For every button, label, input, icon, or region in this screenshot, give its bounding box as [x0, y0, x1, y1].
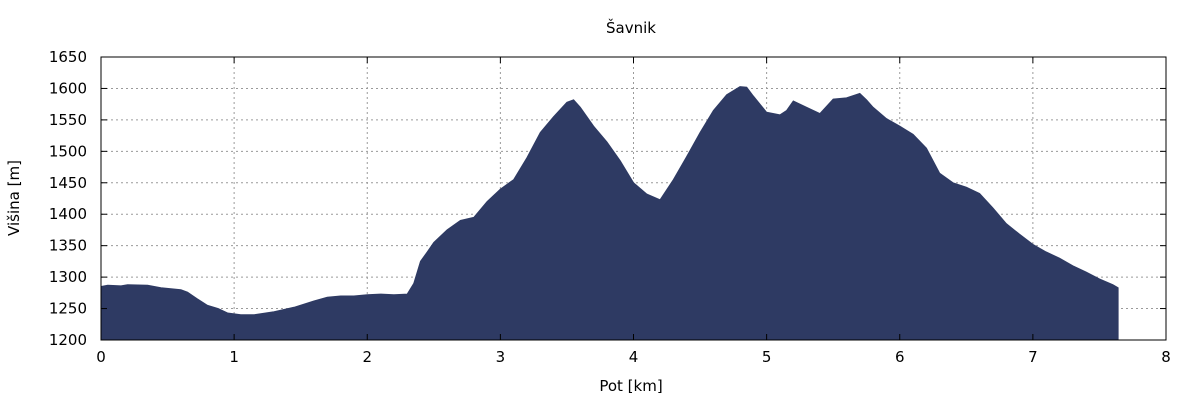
x-tick-label: 7 — [1028, 348, 1038, 366]
y-tick-label: 1550 — [49, 111, 87, 129]
x-tick-label: 2 — [362, 348, 372, 366]
x-axis-ticks: 0 1 2 3 4 5 6 7 8 — [96, 57, 1171, 366]
x-tick-label: 4 — [629, 348, 639, 366]
y-tick-label: 1400 — [49, 205, 87, 223]
y-tick-label: 1250 — [49, 300, 87, 318]
chart-title: Šavnik — [606, 18, 656, 37]
y-tick-label: 1600 — [49, 79, 87, 97]
y-tick-label: 1650 — [49, 48, 87, 66]
x-tick-label: 8 — [1161, 348, 1171, 366]
elevation-area — [100, 86, 1119, 341]
x-tick-label: 1 — [229, 348, 239, 366]
y-tick-label: 1500 — [49, 142, 87, 160]
y-tick-label: 1450 — [49, 174, 87, 192]
x-axis-label: Pot [km] — [599, 377, 662, 395]
x-tick-label: 3 — [496, 348, 506, 366]
x-tick-label: 6 — [895, 348, 905, 366]
x-tick-label: 5 — [762, 348, 772, 366]
y-axis-ticks: 1200 1250 1300 1350 1400 1450 1500 1550 1600 1650 — [49, 48, 1166, 349]
y-tick-label: 1350 — [49, 237, 87, 255]
y-tick-label: 1300 — [49, 268, 87, 286]
x-tick-label: 0 — [96, 348, 106, 366]
y-tick-label: 1200 — [49, 331, 87, 349]
y-axis-label: Višina [m] — [5, 160, 23, 236]
